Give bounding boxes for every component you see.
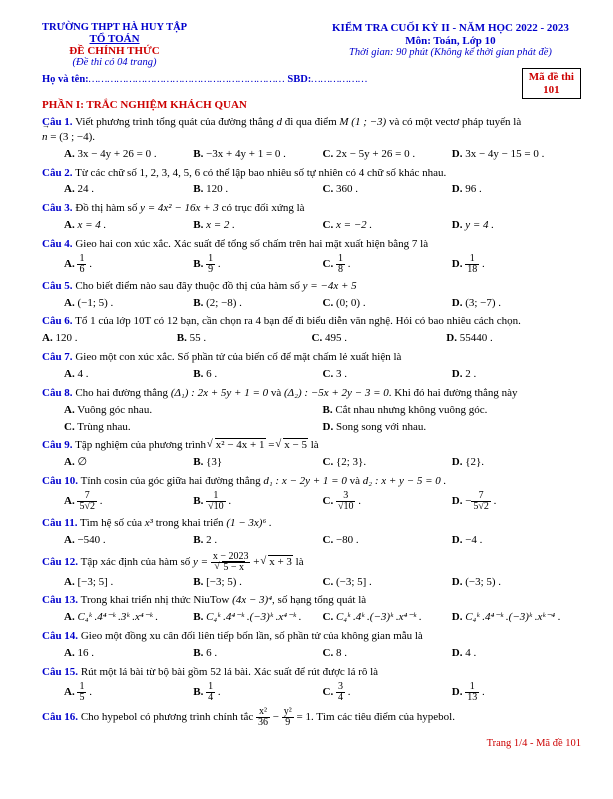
question-5: Câu 5. Cho biết điểm nào sau đây thuộc đ… xyxy=(42,279,581,311)
pages-note: (Đề thi có 04 trang) xyxy=(42,57,187,68)
question-2: Câu 2. Từ các chữ số 1, 2, 3, 4, 5, 6 có… xyxy=(42,166,581,198)
time-note: Thời gian: 90 phút (Không kể thời gian p… xyxy=(332,47,569,58)
exam-title: KIỂM TRA CUỐI KỲ II - NĂM HỌC 2022 - 202… xyxy=(332,22,569,34)
page-footer: Trang 1/4 - Mã đề 101 xyxy=(42,738,581,749)
subject: Môn: Toán, Lớp 10 xyxy=(332,35,569,47)
official-label: ĐỀ CHÍNH THỨC xyxy=(42,45,187,57)
question-7: Câu 7. Gieo một con xúc xắc. Số phần tử … xyxy=(42,350,581,382)
question-1: Câu 1. Viết phương trình tổng quát của đ… xyxy=(42,115,581,162)
header: TRƯỜNG THPT HÀ HUY TẬP TỔ TOÁN ĐỀ CHÍNH … xyxy=(42,22,581,85)
exam-code-box: Mã đề thi 101 xyxy=(522,68,581,99)
question-12: Câu 12. Tập xác định của hàm số y = x − … xyxy=(42,552,581,590)
header-left: TRƯỜNG THPT HÀ HUY TẬP TỔ TOÁN ĐỀ CHÍNH … xyxy=(42,22,187,68)
question-16: Câu 16. Cho hypebol có phương trình chín… xyxy=(42,707,581,728)
question-10: Câu 10. Tính cosin của góc giữa hai đườn… xyxy=(42,474,581,512)
question-11: Câu 11. Tìm hệ số của x³ trong khai triể… xyxy=(42,516,581,548)
name-label: Họ và tên: xyxy=(42,74,89,85)
question-6: Câu 6. Tổ 1 của lớp 10T có 12 bạn, cần c… xyxy=(42,314,581,346)
question-14: Câu 14. Gieo một đồng xu cân đối liên ti… xyxy=(42,629,581,661)
name-dots: ……………………………………………………… xyxy=(89,74,285,85)
code-value: 101 xyxy=(529,84,574,97)
question-8: Câu 8. Cho hai đường thẳng (Δ₁) : 2x + 5… xyxy=(42,386,581,435)
question-13: Câu 13. Trong khai triển nhị thức NiuTow… xyxy=(42,593,581,625)
question-15: Câu 15. Rút một lá bài từ bộ bài gồm 52 … xyxy=(42,665,581,703)
q1-options: A. 3x − 4y + 26 = 0 . B. −3x + 4y + 1 = … xyxy=(42,147,581,162)
sbd-dots: ……………… xyxy=(311,74,367,85)
header-right: KIỂM TRA CUỐI KỲ II - NĂM HỌC 2022 - 202… xyxy=(332,22,569,58)
question-3: Câu 3. Đồ thị hàm số y = 4x² − 16x + 3 c… xyxy=(42,201,581,233)
code-label: Mã đề thi xyxy=(529,71,574,84)
school-name: TRƯỜNG THPT HÀ HUY TẬP xyxy=(42,22,187,33)
question-4: Câu 4. Gieo hai con xúc xắc. Xác suất để… xyxy=(42,237,581,275)
question-9: Câu 9. Tập nghiệm của phương trình x² − … xyxy=(42,438,581,470)
section-title: PHẦN I: TRẮC NGHIỆM KHÁCH QUAN xyxy=(42,99,581,111)
name-line: Họ và tên:……………………………………………………… SBD:…………… xyxy=(42,74,581,85)
sbd-label: SBD: xyxy=(287,74,311,85)
dept-name: TỔ TOÁN xyxy=(42,33,187,45)
